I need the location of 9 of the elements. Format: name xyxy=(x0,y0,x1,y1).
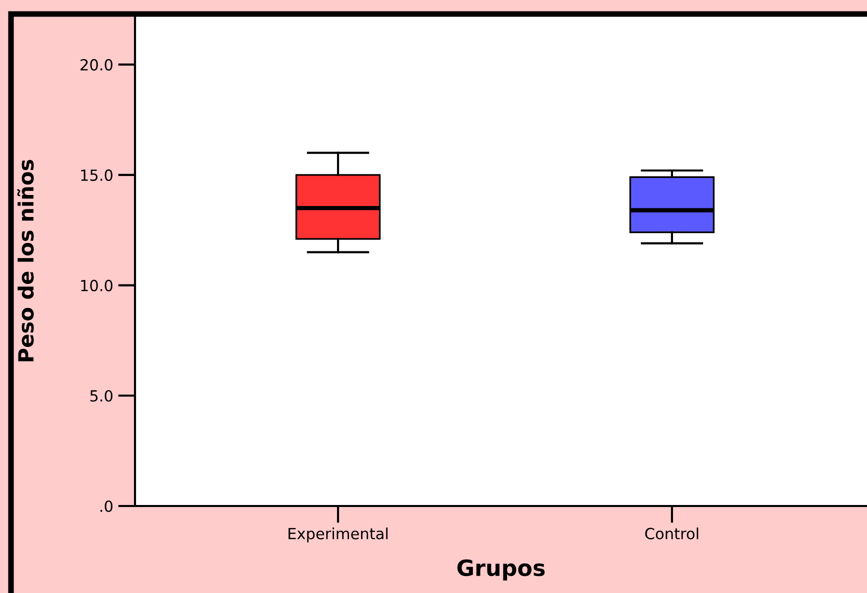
x-tick-label: Experimental xyxy=(288,528,388,542)
y-axis-title: Peso de los niños xyxy=(17,160,34,362)
y-tick-label: 15.0 xyxy=(81,169,112,181)
y-tick-label: .0 xyxy=(100,500,112,512)
y-tick-label: 5.0 xyxy=(90,390,112,402)
x-axis-title: Grupos xyxy=(457,559,545,580)
y-tick-label: 10.0 xyxy=(81,280,112,292)
y-tick-label: 20.0 xyxy=(80,59,112,71)
x-tick-label: Control xyxy=(645,528,698,540)
